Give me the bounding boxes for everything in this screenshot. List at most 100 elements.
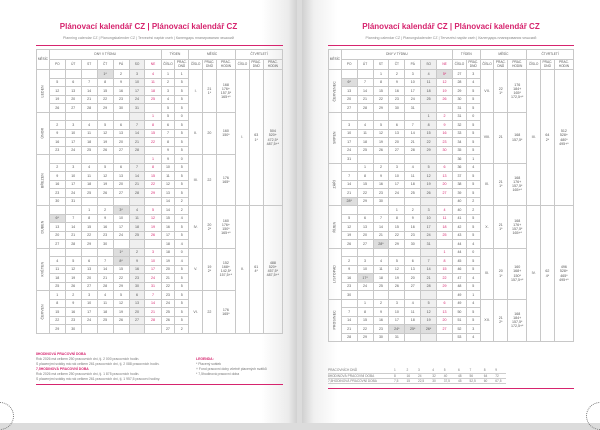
month-name: KVĚTEN: [36, 248, 50, 291]
hours-cell: 56: [465, 373, 480, 379]
month-number: XI.: [479, 247, 495, 300]
day-cell: 2: [340, 256, 358, 266]
day-cell: 7: [80, 77, 98, 87]
day-cell: 23: [48, 188, 66, 198]
day-cell: 6: [128, 290, 146, 300]
day-cell: [436, 103, 454, 113]
day-cell: 14: [80, 86, 98, 96]
day-cell: [48, 247, 66, 257]
day-cell: 7: [128, 162, 146, 172]
day-cell: [80, 324, 98, 334]
week-working-days: 5: [465, 145, 481, 155]
week-working-days: 5: [174, 145, 190, 155]
day-cell: 10: [356, 264, 374, 274]
hours-cell: 24: [413, 373, 429, 379]
day-cell: [372, 247, 390, 257]
day-cell: 4: [80, 162, 98, 172]
day-cell: 9: [128, 256, 146, 266]
calendar-row: ČERVENEC 1 2 3 4 5* 27 3 VII. 22 1* 176 184+ 165* …: [328, 69, 575, 206]
day-cell: 10: [112, 213, 130, 223]
day-cell: 3: [128, 69, 146, 79]
day-cell: 11: [96, 298, 114, 308]
week-number: 18: [160, 239, 176, 249]
calendar-row: 26 27 28* 29 30 31 44 4: [329, 239, 574, 249]
day-cell: [356, 247, 374, 257]
day-cell: 3: [388, 298, 406, 308]
note-line: Rok 2026 má celkem 250 pracovních dní, t…: [36, 372, 140, 376]
day-cell: 16: [372, 179, 390, 189]
day-cell: 8: [420, 120, 438, 130]
week-working-days: 5: [465, 256, 481, 266]
hours-cell: 9: [491, 368, 506, 374]
day-cell: 1: [80, 205, 98, 215]
week-working-days: 5: [465, 179, 481, 189]
day-cell: [340, 69, 358, 79]
header-quarter: ČTVRTLETÍ: [235, 49, 283, 60]
header-weekday: SO: [128, 59, 146, 70]
day-cell: 31: [64, 196, 82, 206]
week-working-days: 5: [174, 281, 190, 291]
day-cell: 22: [112, 273, 130, 283]
day-cell: 26: [96, 145, 114, 155]
day-cell: 19: [436, 86, 454, 96]
day-cell: [372, 154, 390, 164]
hours-cell: 3: [413, 368, 429, 374]
day-cell: 12: [48, 86, 66, 96]
day-cell: 29: [388, 239, 406, 249]
header-month-group: MĚSÍC: [479, 49, 528, 60]
day-cell: 1: [436, 247, 454, 257]
day-cell: 26: [340, 239, 358, 249]
week-working-days: 5: [174, 179, 190, 189]
week-working-days: 0: [174, 111, 190, 121]
calendar-row: 19 20 21 22 23 24 25 4 5: [37, 94, 283, 104]
day-cell: 22: [144, 179, 162, 189]
day-cell: 27: [64, 103, 82, 113]
week-working-days: 5: [465, 315, 481, 325]
day-cell: 8: [96, 77, 114, 87]
day-cell: 27: [356, 239, 374, 249]
hours-row: 7,5HODINOVÁ PRACOVNÍ DOBA 7,5 15 22,5 30 37,5…: [328, 378, 506, 384]
hours-cell: 60: [479, 378, 492, 384]
week-working-days: 5: [465, 86, 481, 96]
month-working-days: 22: [202, 290, 217, 334]
day-cell: 2: [48, 120, 66, 130]
hours-cell: 7,5: [390, 378, 403, 384]
day-cell: 10: [388, 307, 406, 317]
week-number: 51: [452, 315, 467, 325]
day-cell: 4: [372, 256, 390, 266]
week-working-days: 5: [465, 264, 481, 274]
day-cell: 17: [112, 222, 130, 232]
month-working-days: 21: [493, 111, 509, 164]
calendar-row: LEDEN 1* 2 3 4 1 1 I. 21 1* 168 176+ 157,5* 165+*…: [36, 69, 284, 206]
day-cell: 4: [404, 162, 422, 172]
day-cell: 13: [64, 86, 82, 96]
week-number: 5: [160, 103, 176, 113]
quarter-working-days: 61 4*: [248, 205, 264, 334]
header-subcolumn: PRAC. DNŮ: [202, 59, 217, 70]
week-number: 14: [160, 196, 176, 206]
header-subcolumn: PRAC. DNŮ: [465, 59, 481, 70]
month-working-days: 21 1*: [202, 69, 217, 113]
day-cell: 11: [80, 171, 98, 181]
day-cell: 8: [80, 213, 98, 223]
day-cell: [420, 154, 438, 164]
day-cell: 17*: [356, 273, 374, 283]
day-cell: [144, 103, 162, 113]
day-cell: 4: [144, 69, 162, 79]
calendar-row: 9 10 11 12 13 14 15 46 5: [329, 264, 574, 274]
day-cell: 5: [64, 256, 82, 266]
hours-cell: 37,5: [439, 378, 454, 384]
day-cell: 28: [144, 315, 162, 325]
week-number: 2: [160, 77, 176, 87]
day-cell: 30: [388, 103, 406, 113]
week-working-days: 5: [174, 103, 190, 113]
day-cell: 6: [436, 298, 454, 308]
calendar-row: 2 3 4 5 6 7 8 10 5: [37, 162, 283, 172]
month-working-hours: 160 176+ 150* 165+*: [215, 205, 237, 249]
day-cell: 19: [420, 315, 438, 325]
hours-cell: 52,5: [465, 378, 480, 384]
week-number: 15: [160, 213, 176, 223]
day-cell: 26: [144, 230, 162, 240]
day-cell: 24: [112, 230, 130, 240]
day-cell: 2: [128, 247, 146, 257]
